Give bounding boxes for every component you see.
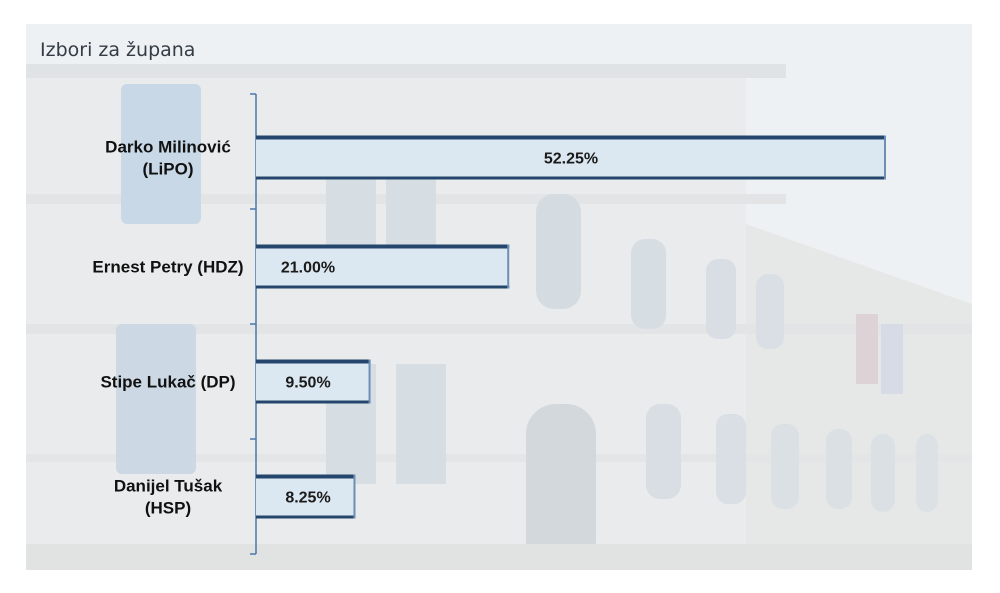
bar-end-edge [507, 244, 510, 289]
bar-bottom-edge [256, 285, 510, 289]
chart-frame: Izbori za župana 52.25% Darko Milinović (L… [26, 24, 972, 570]
bar-bottom-edge [256, 400, 371, 404]
category-label: Stipe Lukač (DP) [100, 373, 235, 392]
bar-top-edge [256, 359, 371, 364]
bar-bottom-edge [256, 176, 886, 180]
category-label: (LiPO) [143, 160, 194, 179]
bar [256, 474, 356, 519]
bar [256, 244, 510, 289]
category-label: Ernest Petry (HDZ) [92, 258, 243, 277]
data-label: 8.25% [285, 490, 330, 507]
chart-title: Izbori za župana [40, 39, 196, 61]
bar-top-edge [256, 474, 356, 479]
category-label: Danijel Tušak [114, 477, 223, 496]
bar-end-edge [353, 474, 356, 519]
data-label: 9.50% [285, 375, 330, 392]
category-label: (HSP) [145, 499, 191, 518]
bar [256, 135, 886, 180]
category-label: Darko Milinović [105, 138, 231, 157]
bar-top-edge [256, 135, 886, 140]
bar-top-edge [256, 244, 510, 249]
data-label: 52.25% [544, 151, 598, 168]
data-label: 21.00% [281, 260, 335, 277]
bar-chart: 52.25% Darko Milinović (LiPO) 21.00% Ernest … [92, 93, 886, 555]
bar-end-edge [884, 135, 886, 180]
bar [256, 359, 371, 404]
bar-end-edge [368, 359, 371, 404]
bar-bottom-edge [256, 515, 356, 519]
